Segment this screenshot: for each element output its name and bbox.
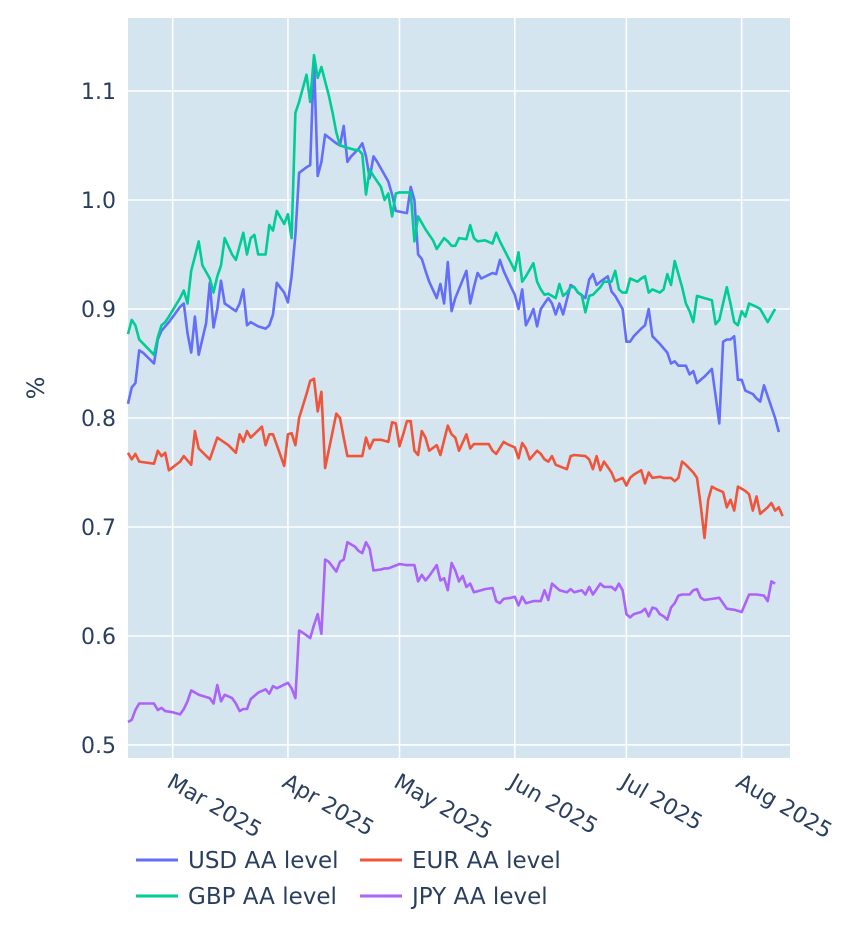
series-line-usd <box>126 57 781 433</box>
series-line-eur <box>126 377 784 540</box>
y-tick-label: 0.6 <box>81 625 116 650</box>
legend-label: EUR AA level <box>412 848 561 874</box>
x-tick-label: Mar 2025 <box>163 770 266 844</box>
legend: USD AA level EUR AA level GBP AA level JPY … <box>136 848 561 910</box>
y-axis-ticks: 0.5 0.6 0.7 0.8 0.9 1.0 1.1 <box>81 80 116 759</box>
x-tick-label: Jun 2025 <box>503 769 602 840</box>
plot-area <box>128 18 790 758</box>
legend-label: JPY AA level <box>410 884 548 910</box>
series-line-jpy <box>127 540 776 724</box>
y-tick-label: 1.0 <box>81 189 116 214</box>
y-tick-label: 1.1 <box>81 80 116 105</box>
legend-label: USD AA level <box>188 848 339 874</box>
legend-label: GBP AA level <box>188 884 337 910</box>
y-tick-label: 0.7 <box>81 516 116 541</box>
x-tick-label: Aug 2025 <box>732 770 836 845</box>
x-tick-label: Jul 2025 <box>615 769 707 836</box>
x-tick-label: Apr 2025 <box>278 770 378 842</box>
y-tick-label: 0.5 <box>81 734 116 759</box>
y-axis-title: % <box>22 377 50 400</box>
series-line-gbp <box>126 53 777 357</box>
series-lines <box>126 53 784 724</box>
gridlines <box>128 18 790 758</box>
x-tick-label: May 2025 <box>389 770 495 846</box>
y-tick-label: 0.9 <box>81 298 116 323</box>
y-tick-label: 0.8 <box>81 407 116 432</box>
x-axis-ticks: Mar 2025 Apr 2025 May 2025 Jun 2025 Jul 2025… <box>163 769 836 846</box>
